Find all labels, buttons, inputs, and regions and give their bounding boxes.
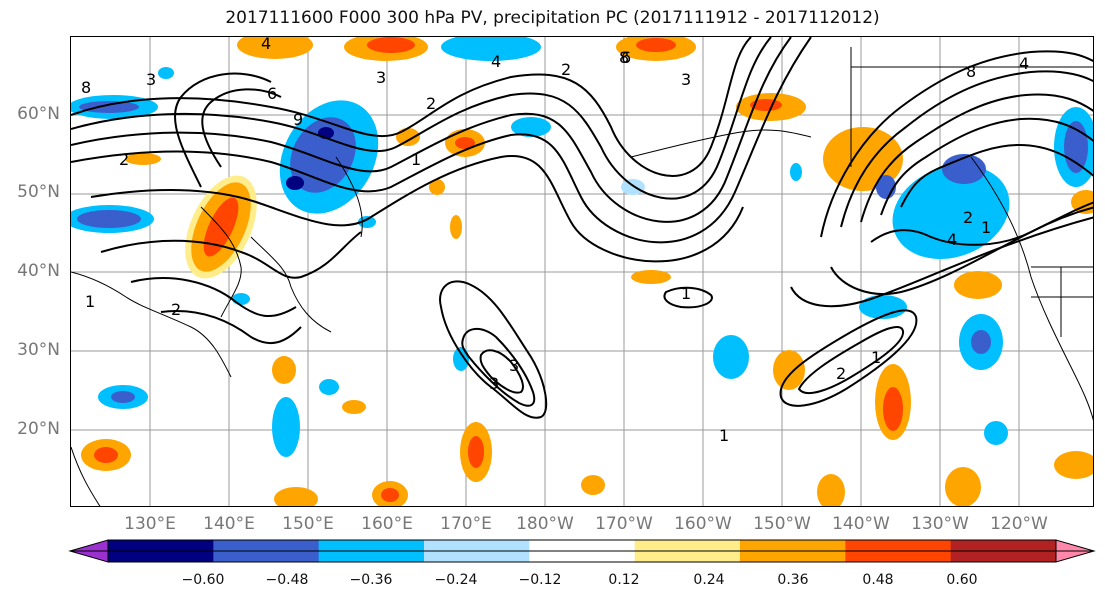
colorbar-tick: 0.60 xyxy=(946,572,978,588)
contour-labels: 8 3 6 9 4 2 3 2 1 8 4 3 2 3 6 8 1 4 1 2 … xyxy=(81,37,1029,445)
contour-label: 4 xyxy=(1019,54,1029,73)
colorbar xyxy=(68,539,1096,563)
map-title: 2017111600 F000 300 hPa PV, precipitatio… xyxy=(225,8,880,28)
contour-label: 6 xyxy=(267,84,277,103)
contour-label: 4 xyxy=(261,37,271,53)
contour-label: 4 xyxy=(947,230,957,249)
colorbar-tick: 0.36 xyxy=(777,572,809,588)
lon-label-130w: 130°W xyxy=(911,514,969,534)
contour-label: 4 xyxy=(491,52,501,71)
lat-label-30n: 30°N xyxy=(17,340,60,360)
contour-label: 1 xyxy=(981,218,991,237)
contour-label: 6 xyxy=(621,48,631,67)
pv-contours xyxy=(71,37,1093,419)
contour-label: 8 xyxy=(619,48,629,67)
contour-label: 1 xyxy=(681,284,691,303)
colorbar-tick: −0.36 xyxy=(349,572,393,588)
contour-label: 8 xyxy=(966,62,976,81)
lat-label-60n: 60°N xyxy=(17,104,60,124)
lon-label-160e: 160°E xyxy=(361,514,413,534)
contour-label: 1 xyxy=(85,292,95,311)
lat-label-50n: 50°N xyxy=(17,182,60,202)
lon-label-120w: 120°W xyxy=(990,514,1048,534)
map-canvas: 8 3 6 9 4 2 3 2 1 8 4 3 2 3 6 8 1 4 1 2 … xyxy=(71,37,1093,506)
lon-label-150e: 150°E xyxy=(282,514,334,534)
contour-label: 9 xyxy=(293,110,303,129)
contour-label: 3 xyxy=(146,70,156,89)
lat-label-20n: 20°N xyxy=(17,419,60,439)
contour-label: 3 xyxy=(509,356,519,375)
contour-label: 2 xyxy=(963,208,973,227)
lon-label-170w: 170°W xyxy=(595,514,653,534)
lon-label-160w: 160°W xyxy=(674,514,732,534)
colorbar-tick: −0.12 xyxy=(518,572,562,588)
lon-label-140w: 140°W xyxy=(832,514,890,534)
precip-positive xyxy=(81,37,1093,506)
contour-label: 8 xyxy=(81,78,91,97)
colorbar-tick: 0.24 xyxy=(693,572,725,588)
contour-label: 2 xyxy=(171,300,181,319)
contour-label: 2 xyxy=(119,150,129,169)
lon-label-170e: 170°E xyxy=(440,514,492,534)
colorbar-tick: −0.48 xyxy=(265,572,309,588)
colorbar-tick: 0.48 xyxy=(862,572,894,588)
colorbar-tick: −0.24 xyxy=(434,572,478,588)
colorbar-tick: 0.12 xyxy=(608,572,640,588)
colorbar-tick: −0.60 xyxy=(181,572,225,588)
contour-label: 2 xyxy=(561,60,571,79)
contour-label: 3 xyxy=(376,68,386,87)
contour-label: 2 xyxy=(426,94,436,113)
lon-label-150w: 150°W xyxy=(753,514,811,534)
lon-label-180w: 180°W xyxy=(516,514,574,534)
contour-label: 1 xyxy=(719,426,729,445)
lon-label-130e: 130°E xyxy=(124,514,176,534)
contour-label: 1 xyxy=(411,150,421,169)
lon-label-140e: 140°E xyxy=(203,514,255,534)
contour-label: 3 xyxy=(681,70,691,89)
contour-label: 3 xyxy=(489,374,499,393)
lat-label-40n: 40°N xyxy=(17,261,60,281)
contour-label: 2 xyxy=(836,364,846,383)
map-panel: 8 3 6 9 4 2 3 2 1 8 4 3 2 3 6 8 1 4 1 2 … xyxy=(70,36,1094,507)
contour-label: 1 xyxy=(871,348,881,367)
